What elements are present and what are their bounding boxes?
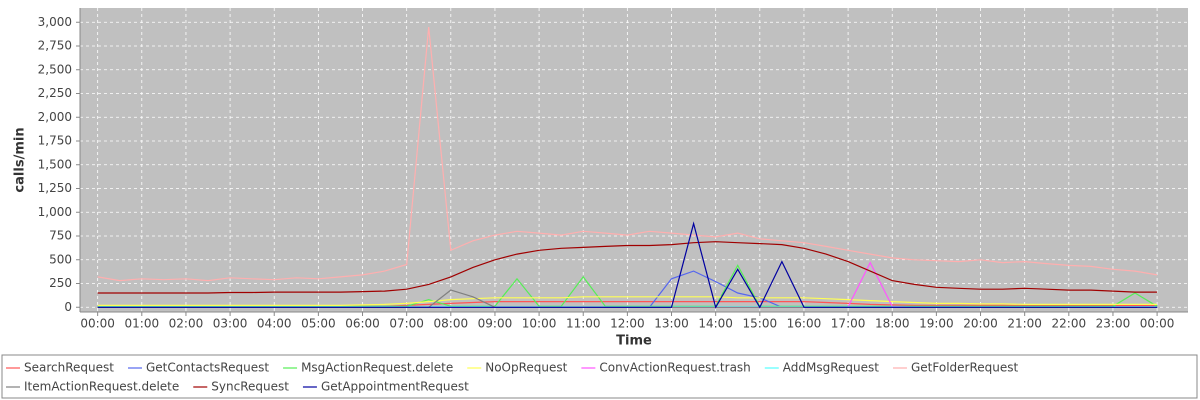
- y-tick-label: 250: [49, 276, 72, 290]
- x-tick-label: 03:00: [213, 317, 248, 331]
- legend-label: SyncRequest: [211, 380, 289, 394]
- x-tick-label: 10:00: [522, 317, 557, 331]
- x-tick-label: 09:00: [478, 317, 513, 331]
- x-tick-label: 00:00: [1140, 317, 1175, 331]
- legend-item: GetFolderRequest: [892, 361, 1019, 375]
- y-tick-label: 750: [49, 229, 72, 243]
- y-tick-label: 3,000: [38, 15, 72, 29]
- legend-item: SearchRequest: [6, 361, 114, 375]
- x-axis-label: Time: [616, 334, 652, 349]
- legend-label: GetAppointmentRequest: [321, 380, 469, 394]
- legend-item: SyncRequest: [193, 380, 289, 394]
- x-tick-label: 00:00: [80, 317, 115, 331]
- legend-label: NoOpRequest: [485, 361, 567, 375]
- legend-item: ItemActionRequest.delete: [6, 380, 179, 394]
- x-tick-label: 19:00: [919, 317, 954, 331]
- series-line: [97, 221, 1158, 309]
- y-tick-label: 2,750: [38, 39, 72, 53]
- legend-item: GetAppointmentRequest: [302, 380, 469, 394]
- legend-label: AddMsgRequest: [783, 361, 879, 375]
- y-tick-label: 1,750: [38, 134, 72, 148]
- y-tick-label: 1,500: [38, 157, 72, 171]
- series-line: [97, 26, 1158, 282]
- x-tick-label: 05:00: [301, 317, 336, 331]
- y-tick-label: 2,500: [38, 62, 72, 76]
- x-tick-label: 21:00: [1007, 317, 1042, 331]
- x-tick-label: 20:00: [963, 317, 998, 331]
- plot-area: [80, 8, 1188, 312]
- legend-item: NoOpRequest: [467, 361, 568, 375]
- y-tick-label: 500: [49, 252, 72, 266]
- legend-item: GetContactsRequest: [127, 361, 269, 375]
- y-tick-label: 1,000: [38, 205, 72, 219]
- x-tick-label: 13:00: [654, 317, 689, 331]
- y-tick-label: 2,000: [38, 110, 72, 124]
- y-tick-label: 2,250: [38, 86, 72, 100]
- x-tick-label: 04:00: [257, 317, 292, 331]
- legend-label: ItemActionRequest.delete: [24, 380, 179, 394]
- x-tick-label: 22:00: [1052, 317, 1087, 331]
- legend-label: GetContactsRequest: [146, 361, 269, 375]
- legend-label: GetFolderRequest: [911, 361, 1019, 375]
- x-tick-label: 16:00: [787, 317, 822, 331]
- legend-item: ConvActionRequest.trash: [581, 361, 751, 375]
- series-line: [97, 296, 1158, 306]
- y-axis-label: calls/min: [13, 127, 28, 192]
- lines: [97, 26, 1158, 309]
- y-tick-label: 1,250: [38, 181, 72, 195]
- x-tick-label: 14:00: [698, 317, 733, 331]
- y-tick-label: 0: [64, 300, 72, 314]
- legend: [1, 354, 1198, 399]
- series-line: [97, 241, 1158, 294]
- x-tick-label: 08:00: [434, 317, 469, 331]
- x-tick-label: 11:00: [566, 317, 601, 331]
- legend-item: MsgActionRequest.delete: [283, 361, 453, 375]
- x-tick-label: 15:00: [743, 317, 778, 331]
- legend-label: ConvActionRequest.trash: [599, 361, 750, 375]
- legend-items: SearchRequest GetContactsRequest MsgAction…: [6, 361, 1018, 394]
- x-tick-label: 01:00: [125, 317, 160, 331]
- x-tick-label: 12:00: [610, 317, 645, 331]
- grid: [80, 8, 1188, 312]
- x-tick-label: 23:00: [1096, 317, 1131, 331]
- legend-label: MsgActionRequest.delete: [301, 361, 453, 375]
- x-tick-label: 07:00: [389, 317, 424, 331]
- legend-label: SearchRequest: [24, 361, 114, 375]
- x-tick-label: 17:00: [831, 317, 866, 331]
- axes: 0 250 500 750 1,000 1,250 1,500 1,750 2,000 2,250…: [38, 8, 1188, 331]
- x-tick-label: 18:00: [875, 317, 910, 331]
- x-tick-label: 06:00: [345, 317, 380, 331]
- x-tick-label: 02:00: [169, 317, 204, 331]
- legend-item: AddMsgRequest: [764, 361, 879, 375]
